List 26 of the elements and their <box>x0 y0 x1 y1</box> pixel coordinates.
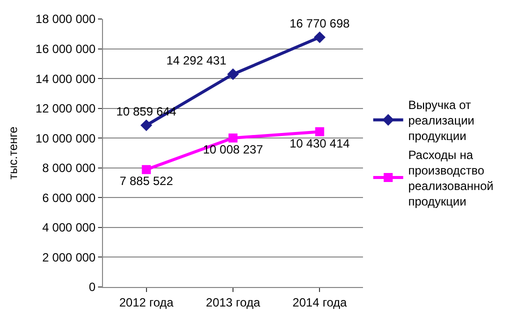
legend-label: Расходы на производство реализованной продукции <box>408 148 494 209</box>
data-label: 14 292 431 <box>166 54 227 68</box>
x-tick-label: 2012 года <box>119 295 174 310</box>
y-tick-label: 18 000 000 <box>36 12 96 26</box>
data-label: 7 885 522 <box>120 174 174 188</box>
y-tick-label: 12 000 000 <box>36 102 96 116</box>
y-tick-label: 10 000 000 <box>36 131 96 146</box>
point <box>227 68 239 80</box>
y-tick-label: 8 000 000 <box>42 161 96 176</box>
y-tick-label: 6 000 000 <box>42 190 96 205</box>
point <box>314 31 326 44</box>
data-label: 16 770 698 <box>290 16 350 31</box>
data-label: 10 430 414 <box>290 136 350 150</box>
point <box>142 165 151 174</box>
y-tick-label: 2 000 000 <box>42 250 96 264</box>
point <box>315 127 324 136</box>
y-tick-label: 0 <box>88 280 96 294</box>
x-tick-label: 2014 года <box>292 295 348 310</box>
y-axis-title: тыс.тенге <box>6 126 20 180</box>
point <box>228 133 238 142</box>
legend-label: Выручка от реализации продукции <box>408 98 474 144</box>
x-tick-label: 2013 года <box>206 295 260 310</box>
y-tick-label: 14 000 000 <box>36 72 96 86</box>
y-tick-label: 16 000 000 <box>36 42 96 56</box>
y-tick-label: 4 000 000 <box>42 220 96 235</box>
point <box>140 119 152 132</box>
